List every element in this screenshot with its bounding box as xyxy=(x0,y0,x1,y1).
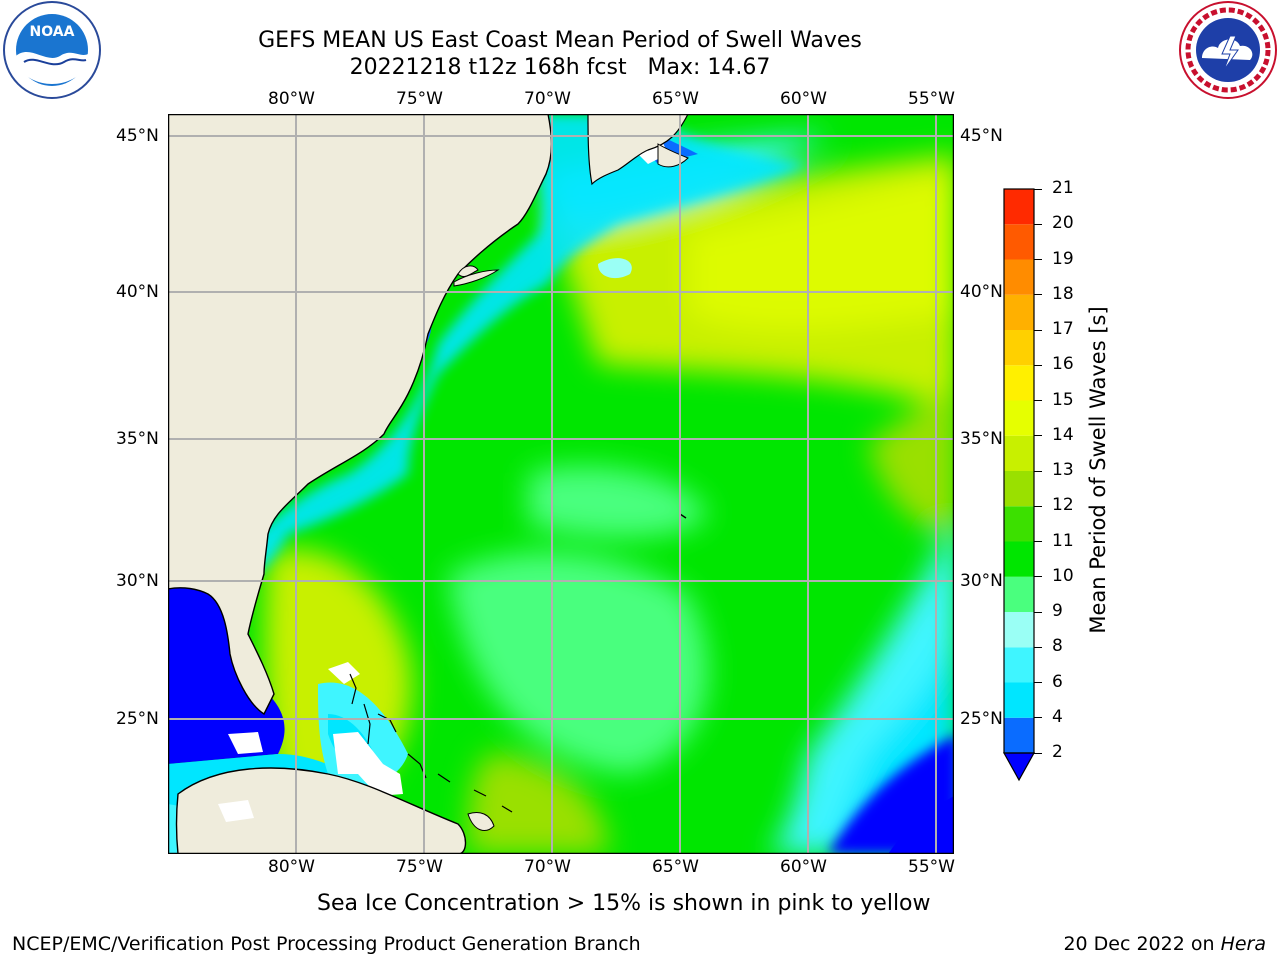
lat-label-left: 40°N xyxy=(116,282,159,302)
lon-label-bottom: 75°W xyxy=(396,857,443,877)
colorbar-segment xyxy=(1004,541,1034,577)
colorbar-segment xyxy=(1004,330,1034,366)
colorbar-tick-label: 16 xyxy=(1052,354,1074,375)
colorbar-tick-label: 12 xyxy=(1052,495,1074,516)
colorbar-tick-mark xyxy=(1034,682,1042,684)
lon-label-top: 70°W xyxy=(524,89,571,109)
colorbar-tick-mark xyxy=(1034,541,1042,543)
colorbar-tick-label: 2 xyxy=(1052,742,1063,762)
lon-label-bottom: 65°W xyxy=(652,857,699,877)
colorbar-segment xyxy=(1004,576,1034,612)
colorbar-tick-mark xyxy=(1034,470,1042,472)
colorbar xyxy=(1000,185,1040,785)
noaa-logo-text: NOAA xyxy=(30,24,75,40)
sea-ice-caption: Sea Ice Concentration > 15% is shown in … xyxy=(317,891,931,916)
colorbar-segment xyxy=(1004,365,1034,401)
lon-label-bottom: 55°W xyxy=(908,857,955,877)
colorbar-segment xyxy=(1004,259,1034,295)
colorbar-tick-mark xyxy=(1034,576,1042,578)
colorbar-tick-mark xyxy=(1034,223,1042,225)
lon-label-bottom: 80°W xyxy=(268,857,315,877)
lat-label-left: 45°N xyxy=(116,126,159,146)
colorbar-tick-mark xyxy=(1034,329,1042,331)
lon-label-top: 55°W xyxy=(908,89,955,109)
lat-label-left: 35°N xyxy=(116,429,159,449)
chart-title: GEFS MEAN US East Coast Mean Period of S… xyxy=(258,28,862,53)
colorbar-tick-mark xyxy=(1034,611,1042,613)
colorbar-tick-label: 4 xyxy=(1052,706,1063,727)
colorbar-tick-label: 20 xyxy=(1052,213,1074,234)
colorbar-segment xyxy=(1004,647,1034,683)
chart-subtitle: 20221218 t12z 168h fcst Max: 14.67 xyxy=(349,55,771,80)
colorbar-tick-label: 21 xyxy=(1052,178,1074,198)
nws-logo xyxy=(1178,0,1280,100)
colorbar-tick-label: 18 xyxy=(1052,283,1074,304)
colorbar-tick-mark xyxy=(1034,752,1042,754)
colorbar-extend-triangle xyxy=(1002,752,1036,782)
colorbar-tick-mark xyxy=(1034,400,1042,402)
colorbar-segment xyxy=(1004,682,1034,718)
colorbar-segment xyxy=(1004,717,1034,753)
colorbar-tick-mark xyxy=(1034,717,1042,719)
colorbar-tick-mark xyxy=(1034,294,1042,296)
lat-label-right: 40°N xyxy=(960,282,1003,302)
colorbar-tick-label: 8 xyxy=(1052,636,1063,657)
footer-left: NCEP/EMC/Verification Post Processing Pr… xyxy=(12,933,641,955)
colorbar-segment xyxy=(1004,294,1034,330)
footer-right: 20 Dec 2022 on Hera xyxy=(1063,933,1266,955)
footer-date: 20 Dec 2022 on xyxy=(1063,933,1221,955)
colorbar-tick-mark xyxy=(1034,505,1042,507)
lon-label-top: 75°W xyxy=(396,89,443,109)
colorbar-segment xyxy=(1004,224,1034,260)
colorbar-tick-label: 14 xyxy=(1052,424,1074,445)
lat-label-left: 25°N xyxy=(116,709,159,729)
lat-label-right: 35°N xyxy=(960,429,1003,449)
colorbar-tick-mark xyxy=(1034,364,1042,366)
swell-period-map xyxy=(167,113,955,855)
colorbar-tick-mark xyxy=(1034,259,1042,261)
colorbar-tick-label: 19 xyxy=(1052,248,1074,269)
colorbar-tick-mark xyxy=(1034,188,1042,190)
colorbar-tick-label: 17 xyxy=(1052,319,1074,339)
colorbar-tick-label: 9 xyxy=(1052,601,1063,621)
colorbar-tick-label: 11 xyxy=(1052,530,1074,551)
lat-label-right: 25°N xyxy=(960,709,1003,729)
noaa-logo: NOAA xyxy=(0,0,104,100)
colorbar-tick-label: 15 xyxy=(1052,389,1074,410)
lat-label-right: 30°N xyxy=(960,571,1003,591)
colorbar-segment xyxy=(1004,471,1034,507)
colorbar-segment xyxy=(1004,435,1034,471)
colorbar-tick-label: 10 xyxy=(1052,565,1074,586)
colorbar-tick-mark xyxy=(1034,646,1042,648)
colorbar-segment xyxy=(1004,506,1034,542)
lon-label-bottom: 70°W xyxy=(524,857,571,877)
colorbar-segment xyxy=(1004,400,1034,436)
footer-host: Hera xyxy=(1220,933,1266,955)
lon-label-top: 80°W xyxy=(268,89,315,109)
colorbar-tick-label: 6 xyxy=(1052,671,1063,692)
lat-label-left: 30°N xyxy=(116,571,159,591)
lat-label-right: 45°N xyxy=(960,126,1003,146)
lon-label-top: 60°W xyxy=(780,89,827,109)
colorbar-tick-label: 13 xyxy=(1052,460,1074,480)
graticule xyxy=(168,114,954,854)
colorbar-segment xyxy=(1004,612,1034,648)
lon-label-top: 65°W xyxy=(652,89,699,109)
lon-label-bottom: 60°W xyxy=(780,857,827,877)
colorbar-label: Mean Period of Swell Waves [s] xyxy=(1086,306,1110,634)
colorbar-tick-mark xyxy=(1034,435,1042,437)
colorbar-segment xyxy=(1004,189,1034,225)
